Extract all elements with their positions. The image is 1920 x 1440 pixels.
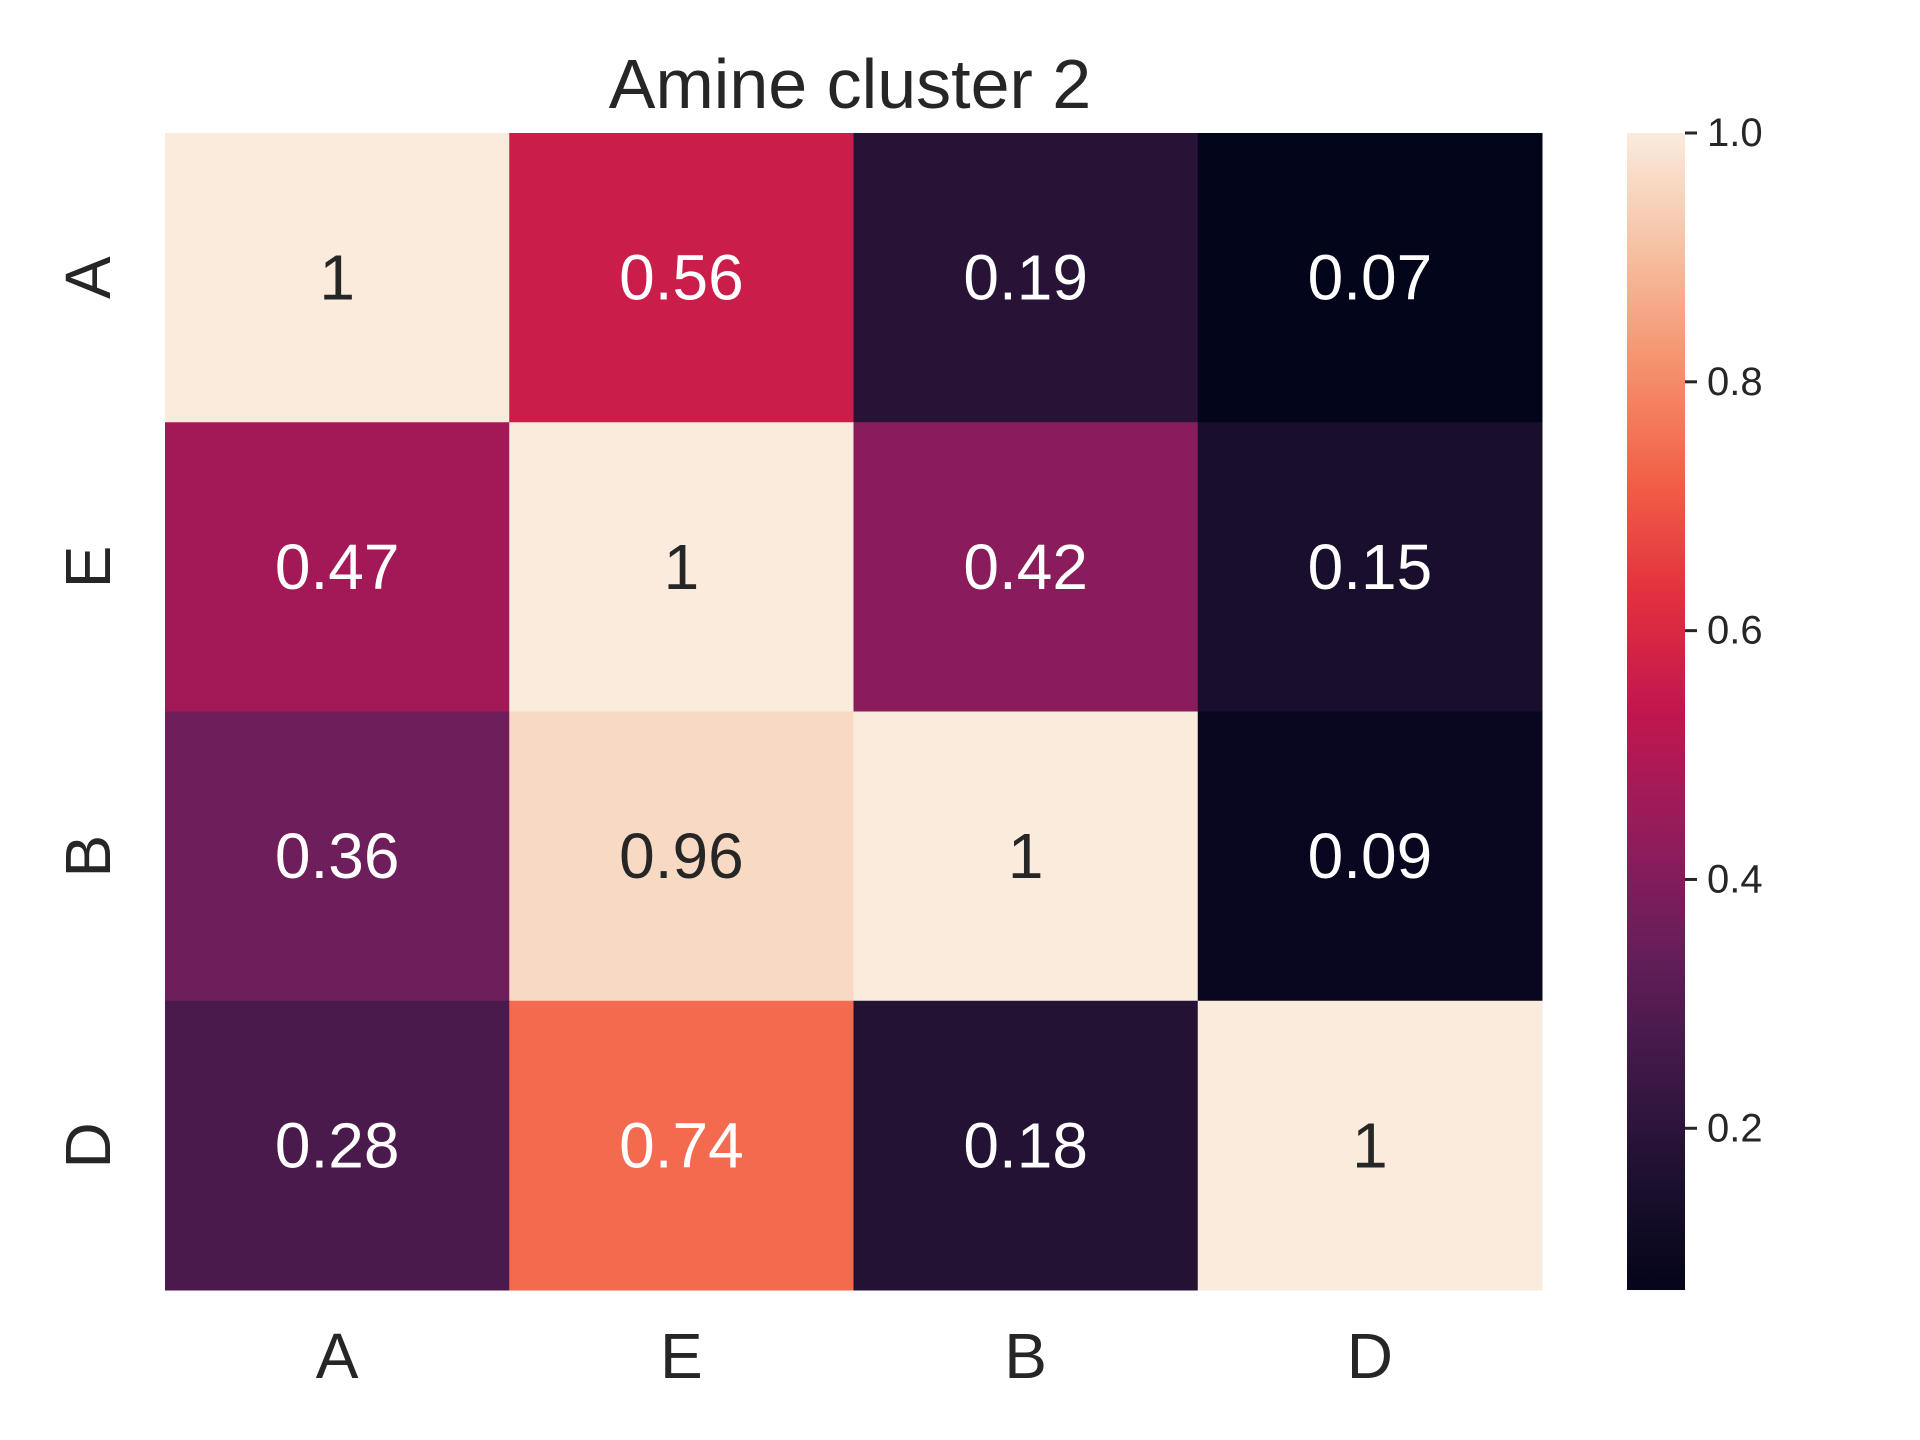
chart-title: Amine cluster 2 <box>609 45 1091 123</box>
heatmap-cell <box>853 422 1199 712</box>
colorbar-gradient <box>1627 133 1685 1290</box>
colorbar-tick-label: 0.4 <box>1707 857 1763 901</box>
x-tick-label: E <box>660 1320 703 1392</box>
cell-annotation: 0.19 <box>963 242 1088 314</box>
colorbar-tick-label: 1.0 <box>1707 111 1763 155</box>
cell-annotation: 1 <box>319 242 355 314</box>
heatmap-cell <box>1197 133 1543 423</box>
heatmap-cell <box>509 1000 854 1291</box>
cell-annotation: 0.47 <box>275 531 400 603</box>
heatmap-cell <box>509 711 854 1002</box>
cell-annotation: 0.96 <box>619 820 744 892</box>
colorbar-tick-label: 0.8 <box>1707 360 1763 404</box>
heatmap-cell <box>853 1000 1199 1291</box>
cell-annotation: 0.28 <box>275 1109 400 1181</box>
heatmap-cell <box>1197 1000 1543 1291</box>
cell-annotation: 0.18 <box>963 1109 1088 1181</box>
y-tick-label: E <box>52 546 124 589</box>
heatmap-cell <box>509 422 854 712</box>
cell-annotation: 1 <box>1352 1109 1388 1181</box>
colorbar-tick-label: 0.6 <box>1707 609 1763 653</box>
cell-annotation: 0.36 <box>275 820 400 892</box>
cell-annotation: 0.07 <box>1308 242 1433 314</box>
y-axis-tick-labels: A E B D <box>52 256 124 1169</box>
cell-annotation: 0.74 <box>619 1109 744 1181</box>
cell-annotation: 0.09 <box>1308 820 1433 892</box>
cell-annotations: 1 0.56 0.19 0.07 0.47 1 0.42 0.15 0.36 0.96 1 0.09 0… <box>275 242 1432 1182</box>
heatmap-cell <box>165 133 510 423</box>
heatmap-cells <box>165 133 1543 1291</box>
heatmap-cell <box>165 711 510 1002</box>
heatmap-cell <box>1197 422 1543 712</box>
heatmap-cell <box>165 1000 510 1291</box>
cell-annotation: 0.56 <box>619 242 744 314</box>
cell-annotation: 0.15 <box>1308 531 1433 603</box>
y-tick-label: A <box>52 256 124 299</box>
heatmap-cell <box>1197 711 1543 1002</box>
cell-annotation: 1 <box>664 531 700 603</box>
cell-annotation: 1 <box>1008 820 1044 892</box>
heatmap-cell <box>509 133 854 423</box>
y-tick-label: D <box>52 1122 124 1168</box>
heatmap-cell <box>853 711 1199 1002</box>
x-tick-label: B <box>1004 1320 1047 1392</box>
y-tick-label: B <box>52 835 124 878</box>
colorbar-tick-label: 0.2 <box>1707 1106 1763 1150</box>
x-tick-label: D <box>1347 1320 1393 1392</box>
colorbar: 0.2 0.4 0.6 0.8 1.0 <box>1627 111 1763 1290</box>
cell-annotation: 0.42 <box>963 531 1088 603</box>
heatmap-cell <box>165 422 510 712</box>
x-tick-label: A <box>316 1320 359 1392</box>
heatmap-cell <box>853 133 1199 423</box>
